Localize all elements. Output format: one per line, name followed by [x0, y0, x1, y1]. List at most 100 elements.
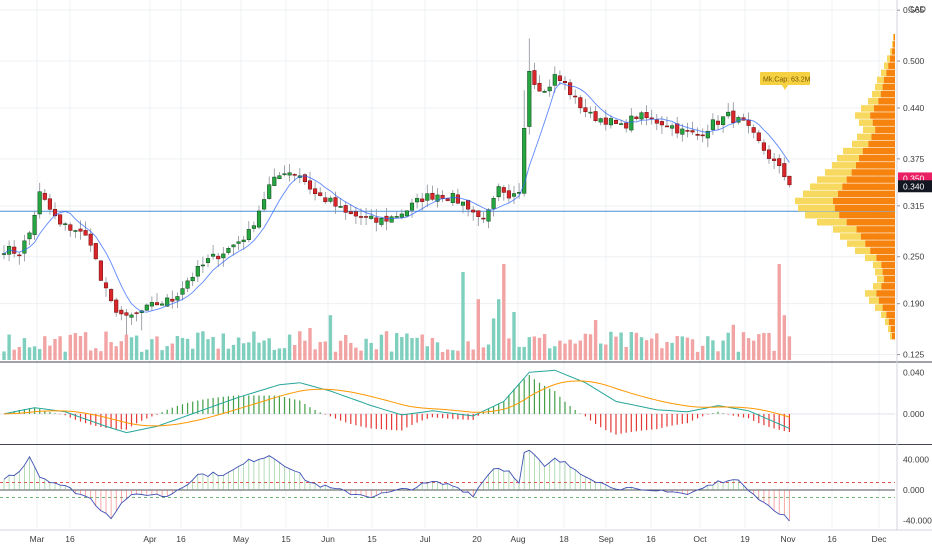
currency-label: CAD — [908, 4, 926, 14]
volume-bar — [109, 342, 113, 360]
volume-profile-down — [856, 226, 895, 233]
time-tick-label: 15 — [367, 534, 377, 544]
candle-body — [277, 175, 282, 180]
volume-bar — [308, 328, 312, 360]
volume-profile-up — [865, 290, 877, 297]
candle-body — [262, 199, 267, 210]
candle-body — [700, 134, 705, 137]
volume-bar — [287, 334, 292, 360]
candle-body — [624, 122, 629, 129]
volume-bar — [344, 334, 348, 360]
time-axis[interactable]: Mar 16 Apr 16 May 15 Jun 15 Jul 20 Aug 18 Sep 16 Oct 19… — [30, 534, 888, 544]
volume-profile-up — [805, 211, 840, 219]
volume-bar — [527, 337, 531, 360]
volume-bar — [185, 338, 190, 360]
candle-body — [83, 230, 88, 236]
volume-bar — [165, 346, 169, 360]
volume-profile-up — [869, 297, 879, 304]
price-badge-label: 0.350 — [903, 173, 925, 183]
candle-body — [307, 180, 313, 190]
volume-bar — [364, 338, 368, 360]
volume-bar — [471, 349, 475, 360]
candle-body — [511, 193, 517, 197]
candle-body — [103, 282, 109, 289]
candle-body — [134, 312, 139, 314]
volume-profile-down — [871, 133, 895, 141]
volume-bar — [670, 342, 674, 360]
volume-bar — [140, 351, 144, 360]
volume-profile-up — [855, 247, 871, 255]
volume-profile-up — [881, 311, 887, 319]
candle-body — [205, 258, 211, 263]
candle-body — [404, 210, 409, 217]
volume-bar — [762, 332, 766, 360]
volume-bar — [731, 324, 735, 360]
candle-body — [318, 192, 323, 196]
ma-line — [3, 82, 790, 313]
candle-body — [680, 128, 685, 135]
price-axis[interactable]: 0.565 0.500 0.440 0.375 0.315 0.250 0.190 0.125… — [897, 5, 932, 525]
candle-body — [501, 187, 506, 193]
candle-body — [420, 198, 425, 202]
volume-profile-up — [893, 34, 894, 41]
volume-bar — [481, 347, 486, 360]
candle-body — [185, 280, 190, 289]
candle-body — [598, 118, 603, 123]
volume-bar — [456, 350, 460, 360]
candle-body — [358, 216, 364, 218]
candle-body — [491, 198, 496, 209]
macd-signal-line — [3, 380, 790, 427]
volume-bar — [58, 336, 62, 360]
volume-profile-down — [888, 318, 895, 326]
candle-body — [58, 214, 63, 225]
volume-bar — [145, 349, 149, 360]
volume-bar — [231, 344, 236, 360]
volume-profile-down — [888, 62, 895, 69]
volume-profile-down — [891, 332, 895, 340]
volume-bar — [711, 340, 715, 360]
moving-average-line — [3, 82, 790, 313]
volume-bar — [690, 339, 695, 360]
candle-body — [394, 216, 399, 218]
volume-bar — [384, 331, 389, 360]
volume-bar — [2, 351, 6, 360]
candle-body — [93, 243, 98, 260]
time-tick-label: Dec — [871, 534, 887, 544]
volume-profile-down — [855, 162, 895, 169]
volume-bar — [129, 337, 134, 360]
volume-bar — [323, 341, 327, 360]
price-tick-label: 0.565 — [903, 5, 925, 15]
candle-body — [195, 266, 200, 277]
volume-bar — [328, 315, 333, 360]
volume-profile-down — [893, 34, 895, 41]
candle-body — [119, 309, 124, 315]
candle-body — [685, 130, 690, 132]
volume-bar — [680, 336, 684, 360]
volume-bar — [746, 338, 751, 360]
volume-profile-down — [883, 76, 895, 84]
volume-bar — [354, 347, 358, 360]
volume-bar — [507, 338, 511, 360]
volume-bar — [236, 337, 241, 360]
time-tick-label: 15 — [281, 534, 291, 544]
volume-bar — [272, 349, 276, 360]
candle-body — [226, 248, 231, 253]
volume-bar — [721, 340, 725, 360]
candle-body — [664, 125, 670, 128]
volume-bar — [32, 346, 37, 360]
candle-body — [619, 123, 624, 125]
volume-profile-up — [857, 133, 872, 141]
volume-profile-up — [875, 83, 883, 91]
volume-profile-down — [859, 154, 895, 162]
candle-body — [78, 228, 83, 232]
volume-profile-down — [870, 112, 895, 119]
candle-body — [654, 119, 659, 124]
candle-body — [333, 197, 338, 207]
candle-body — [267, 184, 272, 199]
candle-body — [532, 70, 537, 85]
time-tick-label: Aug — [510, 534, 525, 544]
candle-body — [568, 82, 573, 96]
candle-body — [348, 211, 353, 214]
